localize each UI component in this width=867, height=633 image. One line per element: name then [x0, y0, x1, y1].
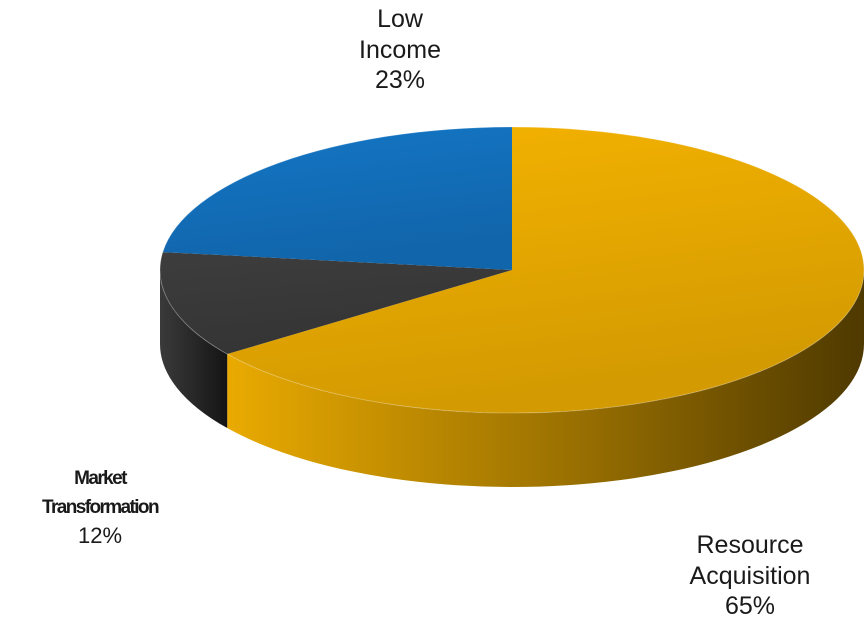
slice-label-market-transformation: Market Transformation 12%: [0, 464, 200, 550]
slice-label-resource-acquisition-category: Resource Acquisition: [689, 531, 811, 590]
pie-slice-low-income: [162, 127, 512, 270]
slice-label-low-income-percent: 23%: [374, 66, 426, 94]
pie-rim: [159, 126, 865, 414]
pie-side-market-transformation: [160, 270, 228, 429]
slice-label-resource-acquisition-percent: 65%: [724, 592, 776, 620]
pie-side-walls: [160, 270, 864, 487]
slice-label-low-income: Low Income 23%: [330, 4, 470, 96]
pie-top-faces: [160, 127, 864, 413]
pie-side-resource-acquisition: [227, 270, 864, 487]
pie-slice-resource-acquisition: [227, 127, 864, 413]
pie-slice-market-transformation: [160, 252, 512, 355]
slice-label-resource-acquisition: Resource Acquisition 65%: [655, 530, 845, 622]
slice-label-low-income-category: Low Income: [359, 5, 441, 64]
slice-label-market-transformation-category: Market Transformation: [42, 468, 160, 519]
slice-label-market-transformation-percent: 12%: [77, 522, 123, 548]
